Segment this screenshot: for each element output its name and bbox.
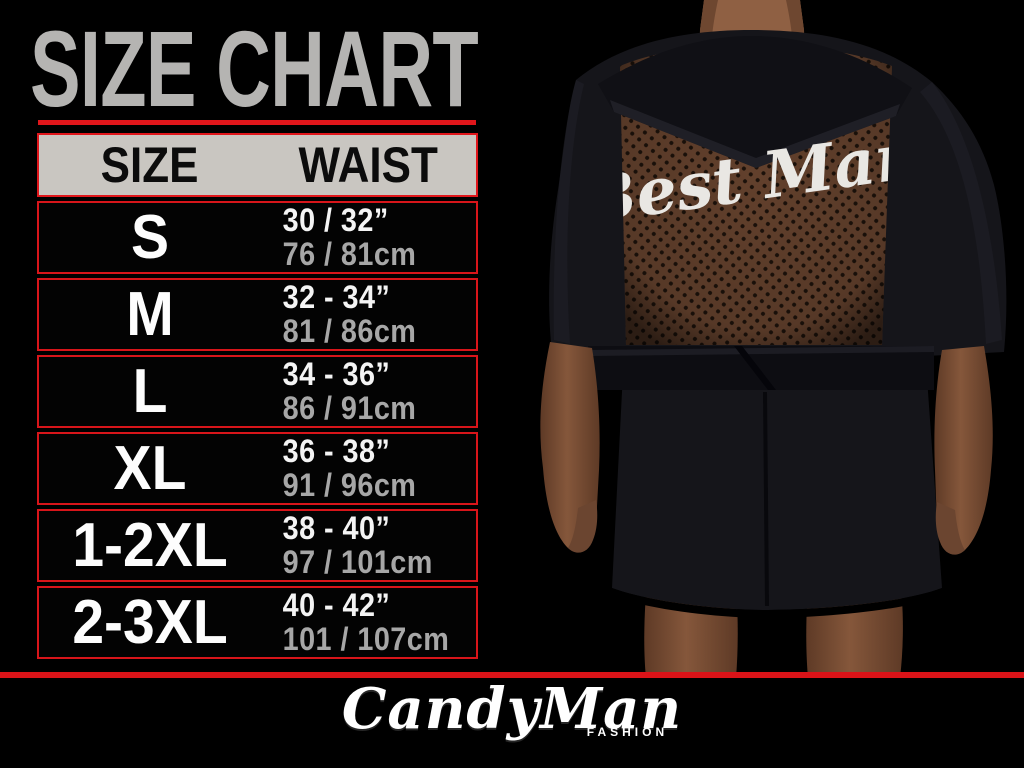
- chart-panel: SIZE CHART SIZE WAIST S 30 / 32” 76 / 81…: [30, 14, 482, 659]
- table-row: 2-3XL 40 - 42” 101 / 107cm: [37, 586, 478, 659]
- title-underline: [38, 120, 476, 125]
- header-size: SIZE: [101, 137, 199, 193]
- table-header-row: SIZE WAIST: [37, 133, 478, 197]
- brand-sub-label: FASHION: [586, 724, 669, 739]
- robe-belt: [588, 346, 934, 390]
- size-value: 2-3XL: [72, 587, 228, 657]
- table-row: S 30 / 32” 76 / 81cm: [37, 201, 478, 274]
- waist-cm: 101 / 107cm: [282, 620, 450, 657]
- waist-inches: 40 - 42”: [282, 586, 391, 623]
- size-value: 1-2XL: [72, 510, 228, 580]
- brand-name: CandyMan: [341, 676, 683, 742]
- waist-inches: 32 - 34”: [282, 278, 391, 315]
- page-title-svg: SIZE CHART: [30, 14, 479, 112]
- waist-cm: 91 / 96cm: [282, 466, 417, 503]
- table-row: 1-2XL 38 - 40” 97 / 101cm: [37, 509, 478, 582]
- size-value: XL: [113, 433, 187, 503]
- size-table: SIZE WAIST S 30 / 32” 76 / 81cm M 32 - 3…: [37, 133, 478, 659]
- table-row: M 32 - 34” 81 / 86cm: [37, 278, 478, 351]
- waist-inches: 38 - 40”: [282, 509, 391, 546]
- model-right-arm: [934, 346, 993, 555]
- waist-cm: 97 / 101cm: [282, 543, 433, 580]
- size-value: L: [132, 356, 168, 426]
- waist-inches: 36 - 38”: [282, 432, 391, 469]
- table-row: XL 36 - 38” 91 / 96cm: [37, 432, 478, 505]
- brand-logo: CandyMan FASHION: [342, 680, 682, 739]
- waist-inches: 30 / 32”: [282, 201, 389, 238]
- waist-cm: 86 / 91cm: [282, 389, 417, 426]
- waist-inches: 34 - 36”: [282, 355, 391, 392]
- footer: CandyMan FASHION: [0, 678, 1024, 768]
- page-title: SIZE CHART: [30, 14, 478, 112]
- waist-cm: 76 / 81cm: [282, 235, 417, 272]
- footer-divider: [0, 672, 1024, 678]
- header-waist: WAIST: [298, 137, 439, 193]
- model-left-arm: [540, 342, 600, 553]
- table-row: L 34 - 36” 86 / 91cm: [37, 355, 478, 428]
- size-value: S: [130, 202, 170, 272]
- model-photo: Best Man: [540, 0, 1007, 678]
- size-value: M: [126, 279, 174, 349]
- waist-cm: 81 / 86cm: [282, 312, 417, 349]
